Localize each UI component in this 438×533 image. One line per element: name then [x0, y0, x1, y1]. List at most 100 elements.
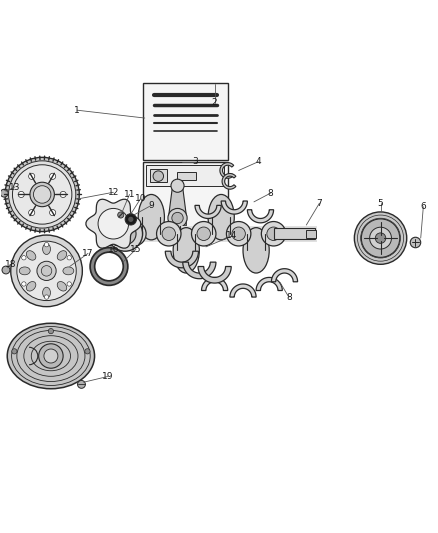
Polygon shape	[256, 277, 283, 290]
Polygon shape	[221, 201, 247, 214]
Circle shape	[191, 222, 216, 246]
Polygon shape	[169, 188, 186, 226]
Circle shape	[17, 241, 76, 301]
Circle shape	[41, 265, 52, 276]
Circle shape	[156, 222, 181, 246]
Ellipse shape	[26, 251, 36, 260]
Circle shape	[128, 217, 134, 222]
Circle shape	[12, 165, 72, 224]
Circle shape	[85, 349, 90, 354]
Circle shape	[78, 381, 85, 389]
Circle shape	[108, 216, 143, 251]
Circle shape	[33, 185, 51, 203]
Circle shape	[5, 157, 79, 231]
Circle shape	[21, 282, 26, 286]
Circle shape	[125, 214, 137, 225]
Polygon shape	[220, 163, 234, 179]
Circle shape	[49, 173, 56, 180]
Ellipse shape	[57, 251, 67, 260]
Ellipse shape	[19, 267, 30, 275]
Circle shape	[120, 229, 131, 239]
Bar	[146, 165, 224, 185]
Ellipse shape	[7, 323, 95, 389]
Text: 7: 7	[317, 199, 322, 208]
Text: 19: 19	[102, 372, 113, 381]
Circle shape	[226, 222, 251, 246]
Circle shape	[48, 328, 53, 334]
Circle shape	[172, 212, 183, 224]
Circle shape	[18, 191, 24, 198]
Ellipse shape	[42, 244, 50, 254]
Ellipse shape	[208, 195, 234, 240]
Text: 15: 15	[130, 245, 142, 254]
Circle shape	[44, 243, 49, 247]
Circle shape	[9, 161, 76, 228]
Text: 11: 11	[124, 190, 135, 199]
Text: 8: 8	[268, 189, 273, 198]
Ellipse shape	[138, 195, 164, 240]
Ellipse shape	[243, 228, 269, 273]
Circle shape	[177, 230, 183, 236]
Circle shape	[354, 212, 407, 264]
Polygon shape	[272, 269, 297, 282]
Ellipse shape	[63, 267, 74, 275]
Text: 10: 10	[134, 195, 146, 203]
Bar	[143, 161, 228, 238]
Text: 1: 1	[74, 106, 80, 115]
Circle shape	[375, 233, 386, 244]
Polygon shape	[222, 174, 236, 189]
Polygon shape	[195, 205, 221, 219]
Circle shape	[49, 209, 56, 216]
Polygon shape	[201, 277, 228, 290]
Polygon shape	[198, 266, 231, 283]
Bar	[177, 172, 196, 181]
Circle shape	[122, 222, 146, 246]
Circle shape	[12, 349, 17, 354]
Circle shape	[153, 171, 163, 181]
Circle shape	[410, 237, 421, 248]
Polygon shape	[247, 210, 274, 223]
Circle shape	[44, 295, 49, 299]
Circle shape	[39, 344, 63, 368]
Circle shape	[21, 256, 26, 260]
Text: 12: 12	[108, 188, 119, 197]
Text: 9: 9	[148, 201, 154, 210]
Text: 14: 14	[226, 231, 238, 240]
Bar	[143, 83, 228, 159]
Bar	[125, 226, 317, 241]
Text: 5: 5	[378, 199, 383, 208]
Circle shape	[261, 222, 286, 246]
Polygon shape	[183, 262, 216, 279]
Circle shape	[67, 256, 71, 260]
Circle shape	[30, 182, 54, 207]
Circle shape	[162, 227, 176, 240]
Circle shape	[232, 227, 245, 240]
Ellipse shape	[42, 287, 50, 298]
Ellipse shape	[57, 281, 67, 291]
Text: 8: 8	[286, 293, 292, 302]
Circle shape	[11, 235, 82, 306]
Circle shape	[60, 191, 66, 198]
Ellipse shape	[26, 281, 36, 291]
Text: 6: 6	[420, 202, 426, 211]
Text: 18: 18	[4, 260, 16, 269]
Bar	[274, 228, 315, 239]
Polygon shape	[165, 251, 198, 268]
Circle shape	[28, 173, 35, 180]
Circle shape	[114, 223, 136, 245]
Text: 17: 17	[82, 249, 94, 258]
Circle shape	[67, 282, 71, 286]
Circle shape	[267, 227, 280, 240]
Circle shape	[98, 208, 129, 239]
Circle shape	[168, 208, 187, 228]
Circle shape	[2, 266, 10, 274]
Text: 13: 13	[9, 182, 21, 191]
Polygon shape	[230, 284, 256, 297]
Circle shape	[361, 219, 400, 257]
Circle shape	[127, 227, 141, 240]
Ellipse shape	[173, 228, 199, 273]
Bar	[306, 230, 316, 238]
Circle shape	[28, 209, 35, 216]
Circle shape	[197, 227, 210, 240]
Text: 16: 16	[108, 245, 119, 254]
